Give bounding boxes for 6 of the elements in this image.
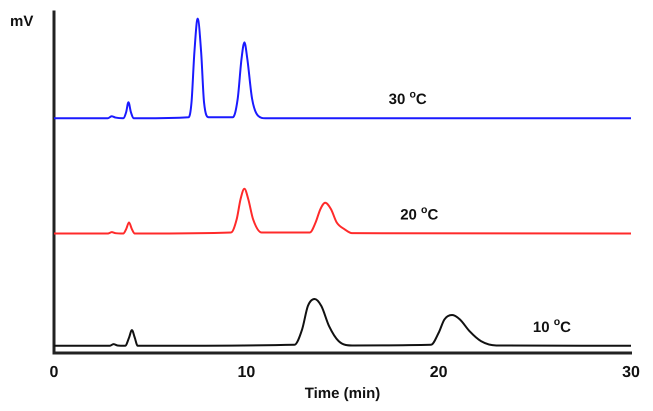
x-tick-label: 0 — [50, 364, 59, 381]
x-tick-label: 30 — [622, 364, 640, 381]
x-tick-label: 20 — [430, 364, 448, 381]
y-axis-title: mV — [10, 13, 34, 30]
x-tick-label: 10 — [237, 364, 256, 381]
x-axis-title: Time (min) — [304, 385, 380, 402]
